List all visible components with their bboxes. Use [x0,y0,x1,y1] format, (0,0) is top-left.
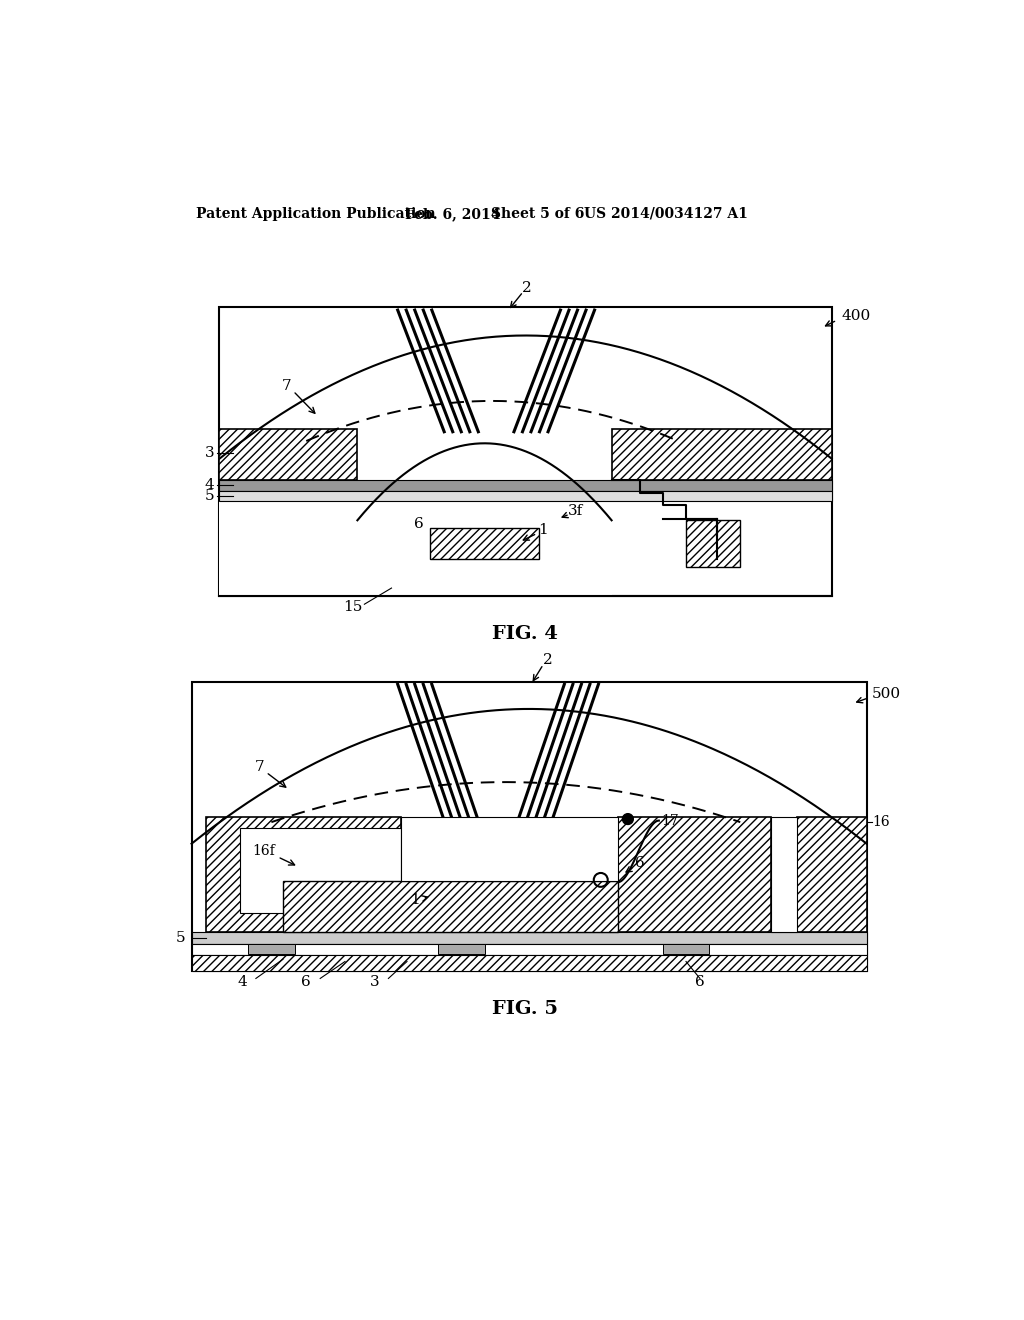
Bar [219,480,831,491]
Bar [191,682,866,970]
Text: FIG. 5: FIG. 5 [492,1001,558,1018]
Text: 6: 6 [301,975,311,989]
Text: Feb. 6, 2014: Feb. 6, 2014 [406,207,501,220]
Bar [219,429,357,480]
Text: 1: 1 [410,892,420,907]
Text: 5: 5 [176,931,185,945]
Bar [797,817,866,932]
Text: 2: 2 [522,281,532,294]
Text: 3: 3 [205,446,214,461]
Text: 17: 17 [662,813,679,828]
Bar [191,956,866,970]
Text: 6: 6 [414,517,424,531]
Text: 16f: 16f [252,845,275,858]
Text: 500: 500 [872,686,901,701]
Text: Patent Application Publication: Patent Application Publication [197,207,436,220]
Bar [686,520,740,566]
Bar [663,944,710,954]
Bar [357,429,611,480]
Circle shape [623,813,633,825]
Bar [248,944,295,954]
Bar [771,817,797,932]
Text: FIG. 4: FIG. 4 [492,626,558,643]
Text: Sheet 5 of 6: Sheet 5 of 6 [490,207,584,220]
Text: 7: 7 [282,379,292,392]
Bar [438,944,484,954]
Text: 1: 1 [538,523,548,537]
Text: 2: 2 [543,652,553,667]
Bar [611,429,831,480]
Text: 6: 6 [695,975,705,989]
Bar [219,502,430,595]
Text: US 2014/0034127 A1: US 2014/0034127 A1 [584,207,748,220]
Bar [539,502,611,595]
Bar [219,308,831,595]
Text: 3f: 3f [568,504,584,517]
Text: 16: 16 [872,816,890,829]
Bar [191,944,866,956]
Text: 3: 3 [370,975,379,989]
Bar [191,932,866,944]
Text: 4: 4 [238,975,248,989]
Text: 6: 6 [635,855,644,870]
Bar [241,829,400,913]
Text: 5: 5 [205,488,214,503]
Text: 400: 400 [841,309,870,323]
Bar [617,817,771,932]
Bar [400,817,617,880]
Bar [206,817,400,932]
Text: 4: 4 [205,478,214,492]
Bar [219,491,831,502]
Bar [283,880,617,932]
Bar [430,528,539,558]
Text: 15: 15 [343,601,362,614]
Text: 7: 7 [255,760,264,774]
Bar [357,480,611,595]
